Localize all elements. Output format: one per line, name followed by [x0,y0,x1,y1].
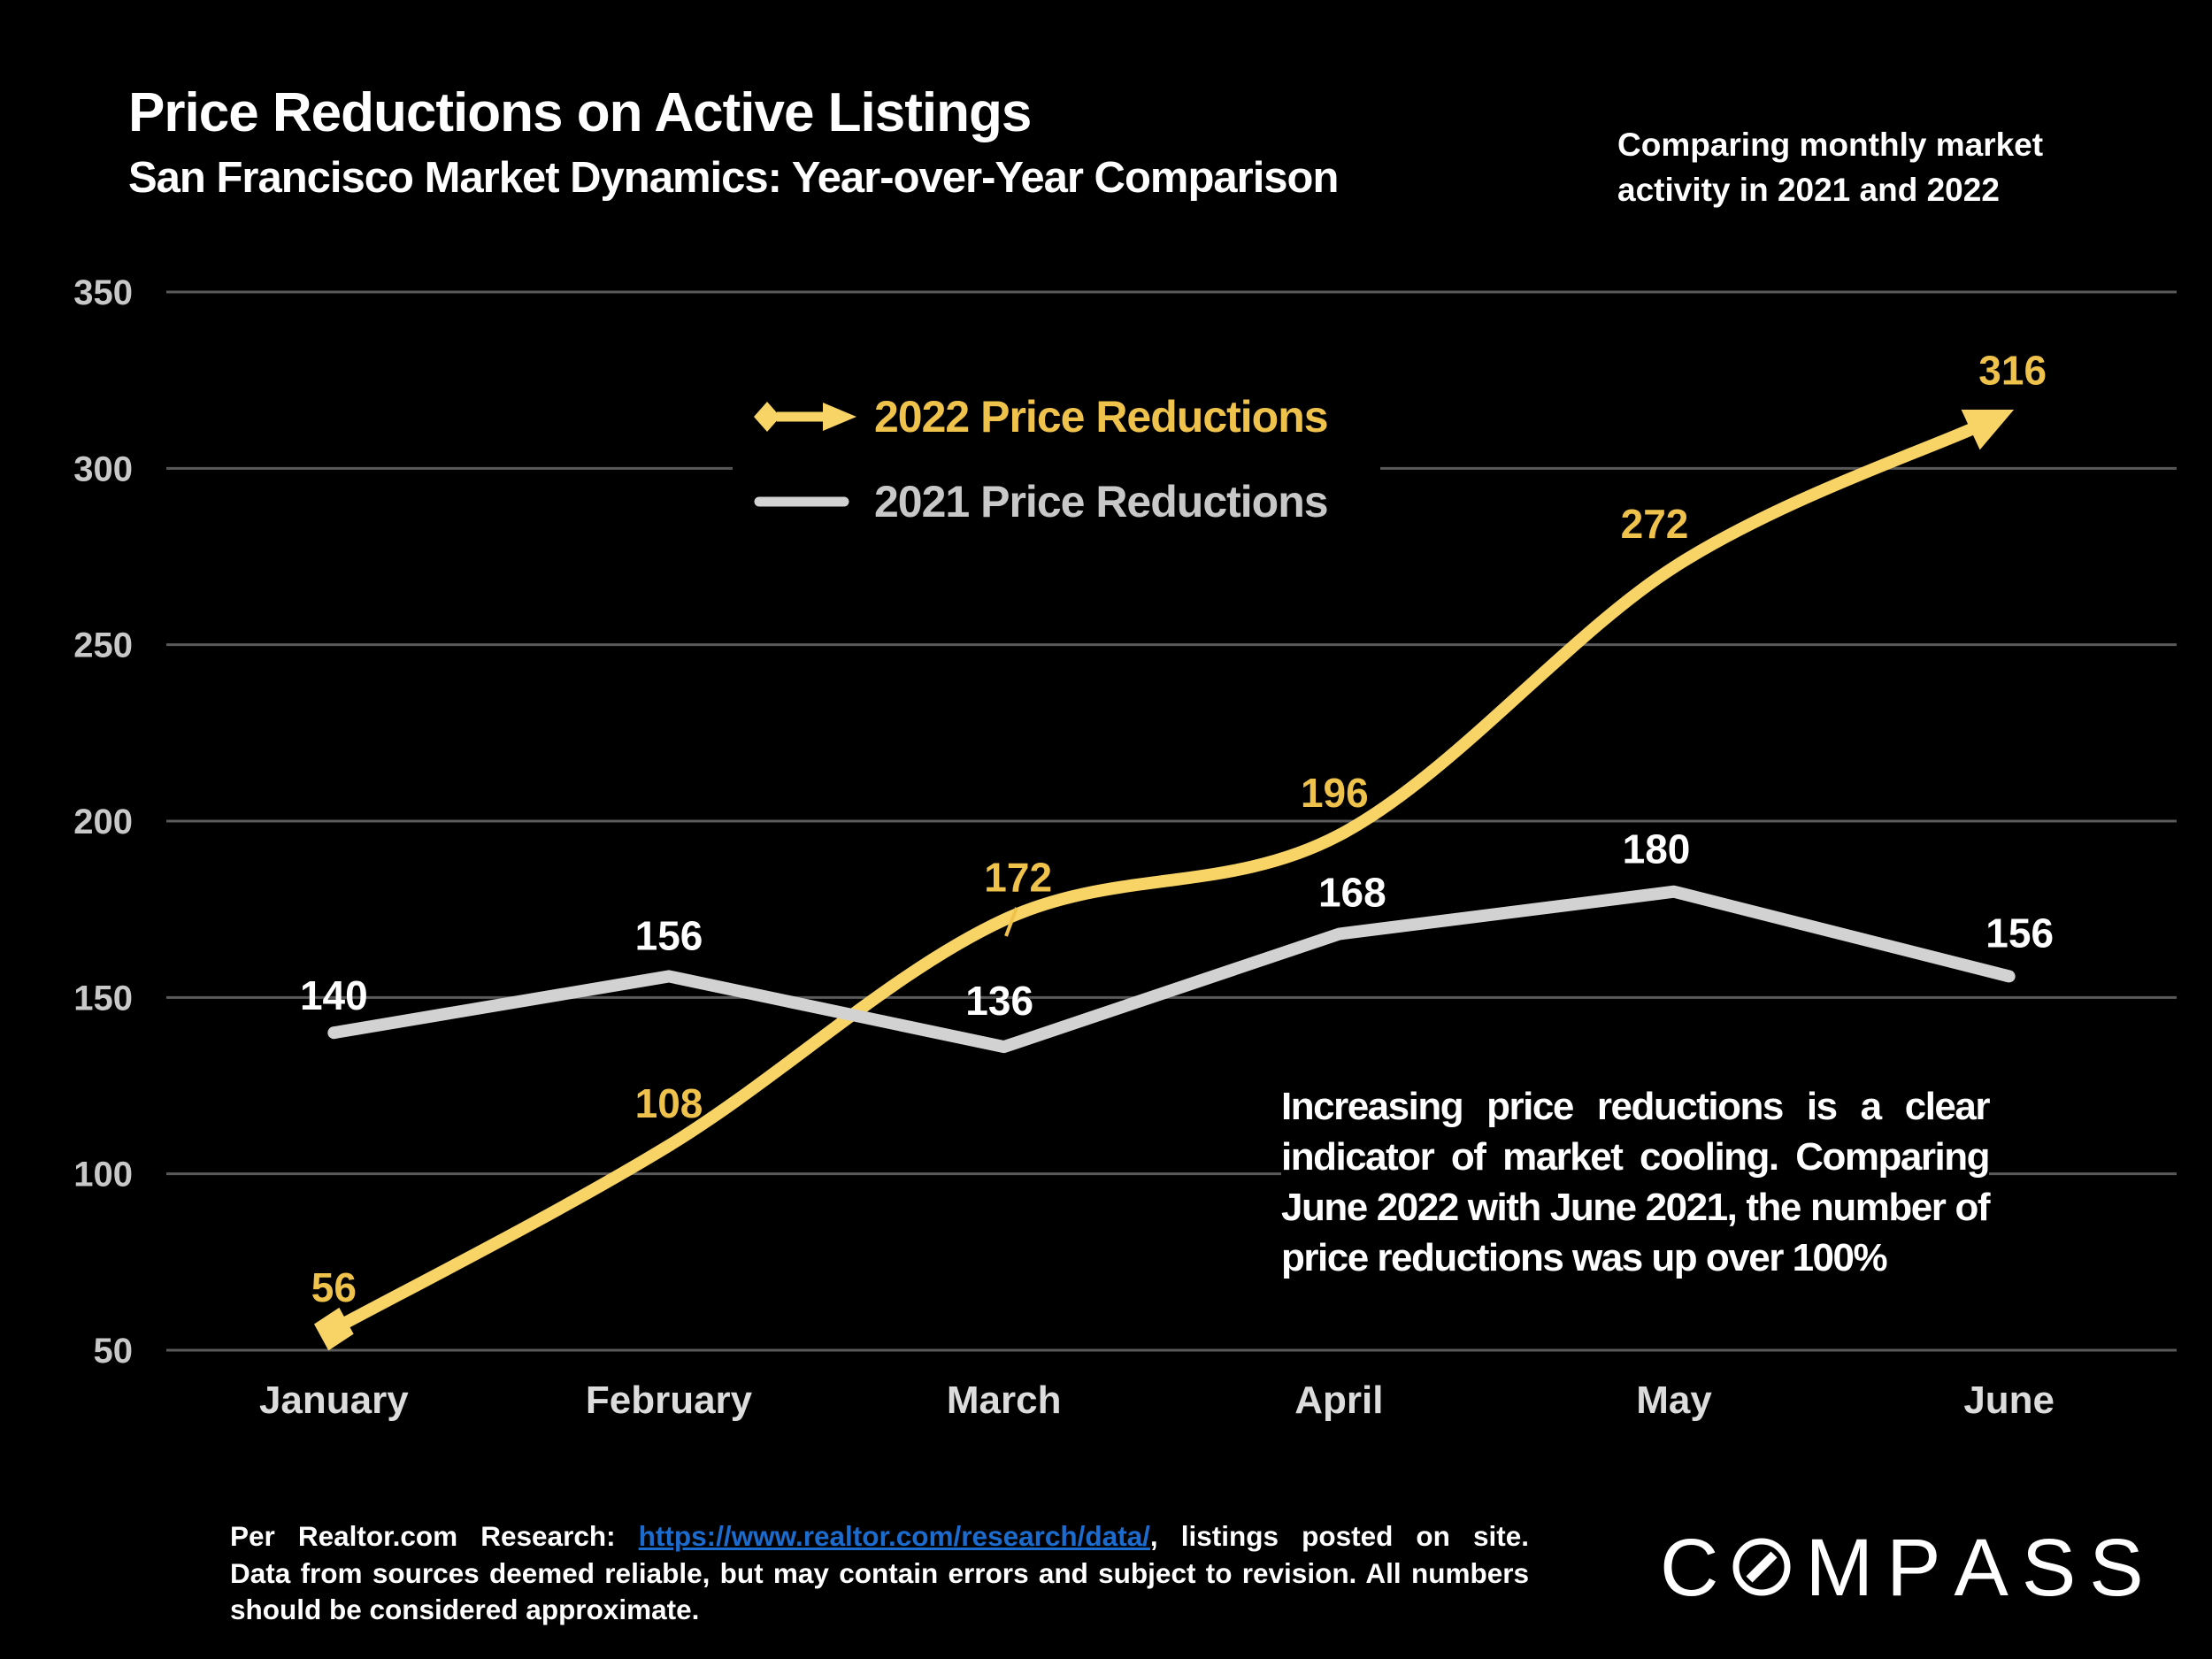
data-label: 108 [635,1080,703,1126]
realtor-research-link[interactable]: https://www.realtor.com/research/data/ [638,1520,1150,1552]
y-tick-label: 150 [73,979,133,1018]
logo-letter: S [2089,1523,2144,1613]
footer-line: Data from sources deemed reliable, but m… [230,1556,1529,1589]
top-right-note: Comparing monthly market activity in 202… [1617,127,2044,208]
legend-label-2021: 2021 Price Reductions [874,477,1329,526]
label-leader-line [1004,907,1018,937]
series-line-2021 [327,885,2016,1054]
x-axis-label: June [1963,1379,2055,1422]
annotation-line: price reductions was up over 100% [1281,1236,1888,1279]
y-tick-label: 50 [94,1332,134,1371]
logo-letter: S [2021,1523,2077,1613]
x-axis-label: February [586,1379,753,1422]
data-label: 156 [1985,910,2054,956]
source-disclaimer: Per Realtor.com Research: https://www.re… [230,1518,1529,1629]
legend-marker-2021-line-icon [754,496,849,507]
footer-line: should be considered approximate. [230,1594,700,1625]
series-end-arrow-marker [1961,410,2015,450]
annotation-line: June 2022 with June 2021, the number of [1281,1186,1991,1229]
legend-item-2021: 2021 Price Reductions [752,473,1329,530]
logo-letter: C [1660,1523,1719,1613]
annotation-text: Increasing price reductions is a clear i… [1281,1081,1991,1283]
x-axis-label: January [259,1379,409,1422]
legend-marker-2022-diamond-arrow-icon [754,402,856,432]
data-label: 196 [1301,770,1369,816]
annotation-line: Increasing price reductions is a clear [1281,1085,1991,1128]
data-label: 172 [984,855,1052,901]
y-tick-label: 350 [73,273,133,312]
data-label: 168 [1318,870,1386,916]
compass-slashed-o-icon [1732,1538,1791,1596]
legend-label-2022: 2022 Price Reductions [874,392,1329,442]
data-label: 272 [1621,501,1689,547]
data-label: 180 [1623,826,1691,872]
logo-letter: M [1805,1523,1874,1613]
page-title: Price Reductions on Active Listings [128,82,1032,143]
annotation-line: indicator of market cooling. Comparing [1281,1135,1991,1179]
data-label: 140 [300,972,368,1018]
series-start-diamond-marker [314,1307,354,1351]
x-axis-label: May [1636,1379,1712,1422]
page-subtitle: San Francisco Market Dynamics: Year-over… [128,154,1339,202]
y-tick-label: 300 [73,449,133,488]
footer-line: Per Realtor.com Research: https://www.re… [230,1518,1529,1555]
data-label: 156 [635,912,703,958]
data-label: 56 [311,1264,357,1310]
logo-letter: P [1886,1523,1941,1613]
y-tick-label: 250 [73,626,133,665]
footer-prefix: Per Realtor.com Research: [230,1520,616,1552]
y-tick-label: 200 [73,803,133,841]
y-tick-label: 100 [73,1156,133,1194]
title-block: Price Reductions on Active Listings San … [128,81,1339,204]
compass-logo: C M P A S S [1660,1527,2144,1609]
x-axis-label: March [947,1379,1062,1422]
data-label: 136 [965,978,1033,1024]
logo-letter: A [1954,1523,2008,1613]
footer-suffix: , listings posted on site. [1149,1520,1529,1552]
data-label: 316 [1978,348,2047,394]
legend-item-2022: 2022 Price Reductions [752,388,1329,445]
x-axis-label: April [1294,1379,1383,1422]
